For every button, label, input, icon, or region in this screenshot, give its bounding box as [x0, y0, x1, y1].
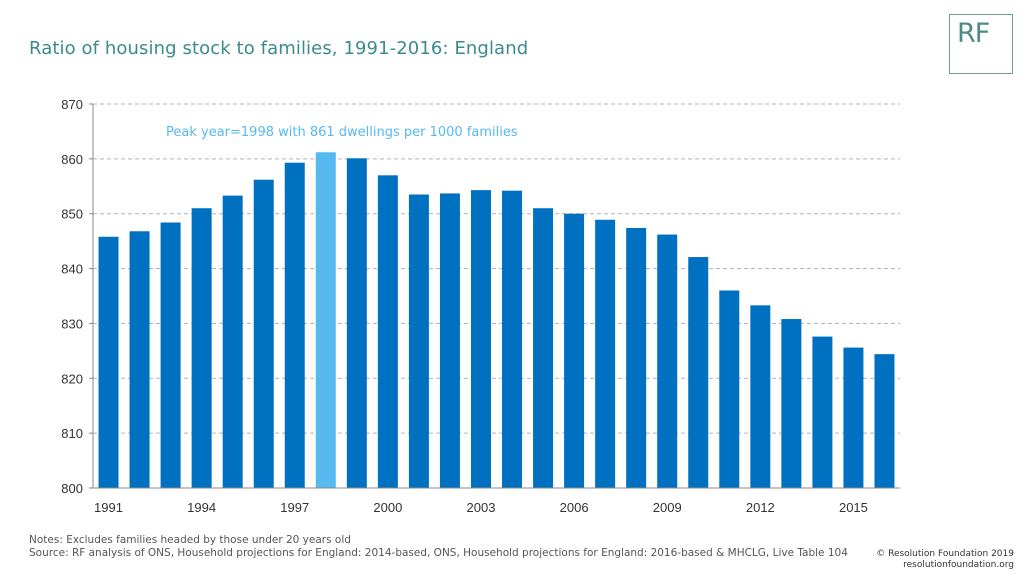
x-tick-label: 2009	[653, 500, 682, 515]
bar-1993	[160, 222, 181, 488]
x-tick-label: 2000	[373, 500, 402, 515]
x-tick-label: 1994	[187, 500, 216, 515]
x-tick-label: 2012	[746, 500, 775, 515]
bar-2001	[408, 194, 429, 488]
bar-1992	[129, 231, 150, 489]
x-tick-label: 1991	[94, 500, 123, 515]
bar-2005	[533, 208, 554, 488]
tick-labels: 800 810 820 830 840 850 860 870 1991 1994 1997 2000…	[61, 97, 868, 515]
bar-1998	[315, 152, 336, 488]
bar-2016	[874, 354, 895, 488]
bar-2002	[439, 193, 460, 488]
bar-2012	[750, 305, 771, 488]
bar-2015	[843, 347, 864, 488]
rf-logo: RF	[949, 14, 1013, 74]
bar-1997	[284, 162, 305, 488]
y-tick-label: 820	[61, 371, 83, 386]
x-tick-label: 2006	[560, 500, 589, 515]
bar-2014	[812, 336, 833, 488]
bar-2004	[502, 190, 523, 488]
rf-logo-text: RF	[957, 18, 990, 49]
y-tick-label: 810	[61, 426, 83, 441]
x-tick-label: 1997	[280, 500, 309, 515]
bar-2011	[719, 290, 740, 488]
bar-1999	[346, 158, 367, 488]
source-line: Source: RF analysis of ONS, Household pr…	[29, 546, 848, 559]
bar-2010	[688, 257, 709, 488]
website-line: resolutionfoundation.org	[903, 560, 1014, 570]
bar-1996	[253, 179, 274, 488]
bar-2008	[626, 227, 647, 488]
bar-1994	[191, 208, 212, 488]
bars	[98, 152, 895, 489]
notes: Notes: Excludes families headed by those…	[29, 534, 848, 559]
y-tick-label: 860	[61, 152, 83, 167]
bar-2003	[470, 190, 491, 488]
y-tick-label: 870	[61, 97, 83, 112]
bar-2000	[377, 175, 398, 489]
bar-2013	[781, 319, 802, 488]
y-tick-label: 850	[61, 207, 83, 222]
bar-1995	[222, 195, 243, 488]
y-tick-label: 840	[61, 262, 83, 277]
bar-2009	[657, 234, 678, 488]
peak-annotation: Peak year=1998 with 861 dwellings per 10…	[166, 125, 518, 140]
chart-title: Ratio of housing stock to families, 1991…	[29, 38, 529, 59]
x-tick-label: 2003	[467, 500, 496, 515]
bar-1991	[98, 236, 119, 488]
x-tick-label: 2015	[839, 500, 868, 515]
bar-2007	[595, 219, 616, 488]
bar-2006	[564, 213, 585, 488]
copyright-line: © Resolution Foundation 2019	[876, 549, 1014, 559]
notes-line: Notes: Excludes families headed by those…	[29, 534, 351, 546]
gridlines	[93, 103, 900, 434]
axes	[89, 103, 900, 489]
y-tick-label: 830	[61, 316, 83, 331]
copyright: © Resolution Foundation 2019 resolutionf…	[876, 549, 1014, 571]
y-tick-label: 800	[61, 481, 83, 496]
